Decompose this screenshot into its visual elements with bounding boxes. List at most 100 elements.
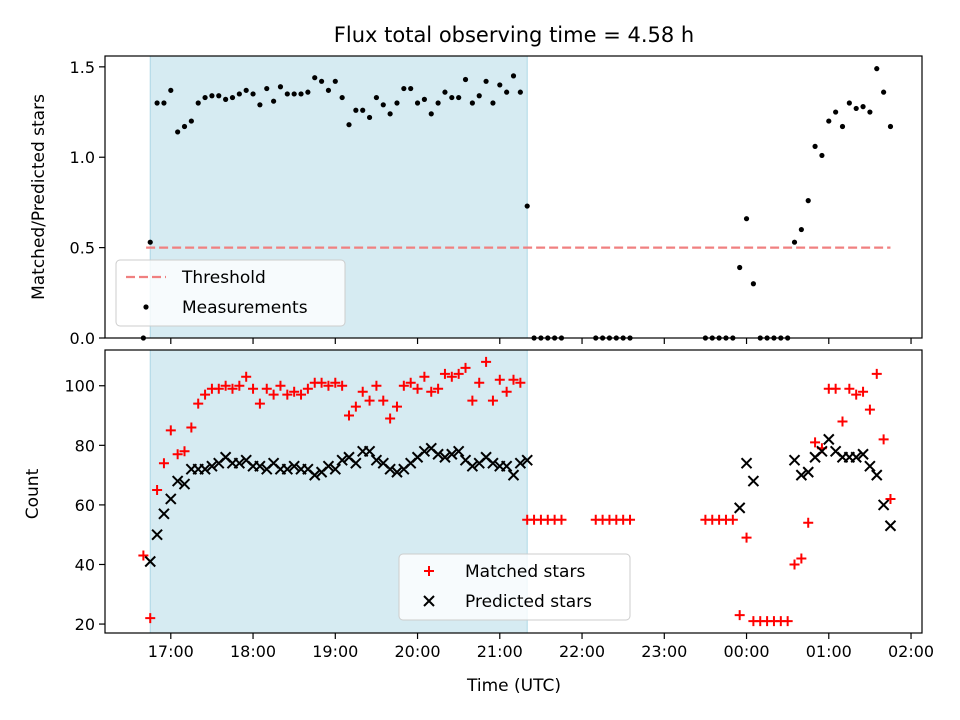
data-point	[357, 386, 368, 397]
x-tick-label: 00:00	[723, 642, 769, 661]
data-point	[625, 514, 636, 525]
data-point	[442, 89, 448, 95]
data-point	[268, 389, 279, 400]
y-tick-label: 0.5	[70, 239, 95, 258]
data-point	[288, 460, 300, 472]
data-point	[877, 499, 890, 511]
data-point	[206, 460, 218, 472]
data-point	[515, 377, 526, 388]
data-point	[384, 463, 396, 475]
data-point	[394, 100, 400, 106]
data-point	[236, 91, 242, 97]
data-point	[487, 457, 499, 469]
data-point	[181, 123, 188, 130]
data-point	[743, 216, 750, 222]
data-point	[316, 377, 327, 388]
data-point	[158, 458, 169, 469]
data-point	[398, 380, 409, 391]
legend-predicted-swatch	[423, 595, 435, 607]
data-point	[871, 368, 882, 379]
data-point	[408, 85, 414, 92]
y-tick-label: 80	[75, 436, 95, 455]
data-point	[254, 460, 266, 472]
data-point	[152, 485, 163, 496]
data-point	[816, 445, 828, 457]
data-point	[325, 87, 332, 93]
data-point	[844, 383, 855, 394]
data-point	[864, 460, 876, 472]
data-point	[346, 122, 352, 128]
data-point	[449, 94, 455, 101]
data-point	[466, 460, 479, 472]
data-point	[147, 239, 153, 245]
data-point	[858, 386, 869, 397]
data-point	[330, 377, 341, 388]
data-point	[481, 356, 492, 367]
data-point	[521, 454, 533, 466]
data-point	[371, 380, 382, 391]
data-point	[261, 383, 272, 394]
bottom-y-axis-label: Count	[23, 468, 43, 519]
data-point	[353, 107, 359, 113]
data-point	[853, 105, 859, 112]
data-point	[373, 94, 380, 101]
data-point	[439, 451, 451, 463]
data-point	[195, 100, 201, 106]
legend-box	[398, 553, 631, 621]
data-point	[175, 129, 181, 135]
data-point	[216, 93, 222, 99]
data-point	[805, 198, 811, 204]
data-point	[741, 532, 752, 543]
data-point	[138, 550, 149, 561]
data-point	[881, 89, 887, 95]
data-point	[193, 398, 204, 409]
data-point	[851, 389, 862, 400]
data-point	[483, 78, 489, 84]
data-point	[837, 416, 848, 427]
x-tick-label: 21:00	[477, 642, 523, 661]
axes-frame	[104, 349, 923, 634]
data-point	[833, 109, 839, 115]
data-point	[179, 446, 190, 457]
data-point	[370, 454, 383, 466]
data-point	[460, 362, 471, 373]
data-point	[241, 371, 252, 382]
data-point	[860, 104, 866, 110]
y-tick-label: 1.0	[70, 148, 95, 167]
data-point	[884, 520, 897, 532]
data-point	[322, 460, 335, 472]
data-point	[733, 502, 746, 514]
data-point	[209, 93, 215, 99]
data-point	[788, 454, 801, 466]
data-point	[826, 118, 832, 124]
data-point	[798, 226, 804, 233]
x-tick-label: 19:00	[312, 642, 358, 661]
data-point	[421, 96, 427, 102]
data-point	[452, 445, 465, 457]
data-point	[791, 239, 798, 245]
y-tick-label: 60	[75, 496, 95, 515]
data-point	[412, 383, 423, 394]
data-point	[339, 94, 345, 101]
legend-box	[115, 259, 346, 327]
data-point	[378, 395, 389, 406]
data-point	[803, 517, 814, 528]
data-point	[490, 100, 496, 106]
x-axis-label: Time (UTC)	[466, 676, 561, 696]
data-point	[360, 107, 366, 113]
data-point	[172, 449, 183, 460]
x-tick-label: 02:00	[888, 642, 934, 661]
data-point	[305, 89, 311, 95]
data-point	[514, 457, 527, 469]
legend-matched-swatch	[424, 566, 434, 576]
data-point	[823, 433, 835, 446]
series-predicted-stars	[144, 433, 897, 568]
data-point	[418, 445, 431, 457]
data-point	[782, 616, 793, 627]
data-point	[428, 111, 434, 117]
data-point	[494, 374, 505, 385]
data-point	[462, 76, 469, 83]
series-measurements	[140, 66, 894, 341]
data-point	[414, 100, 421, 106]
axes-frame	[104, 55, 923, 339]
